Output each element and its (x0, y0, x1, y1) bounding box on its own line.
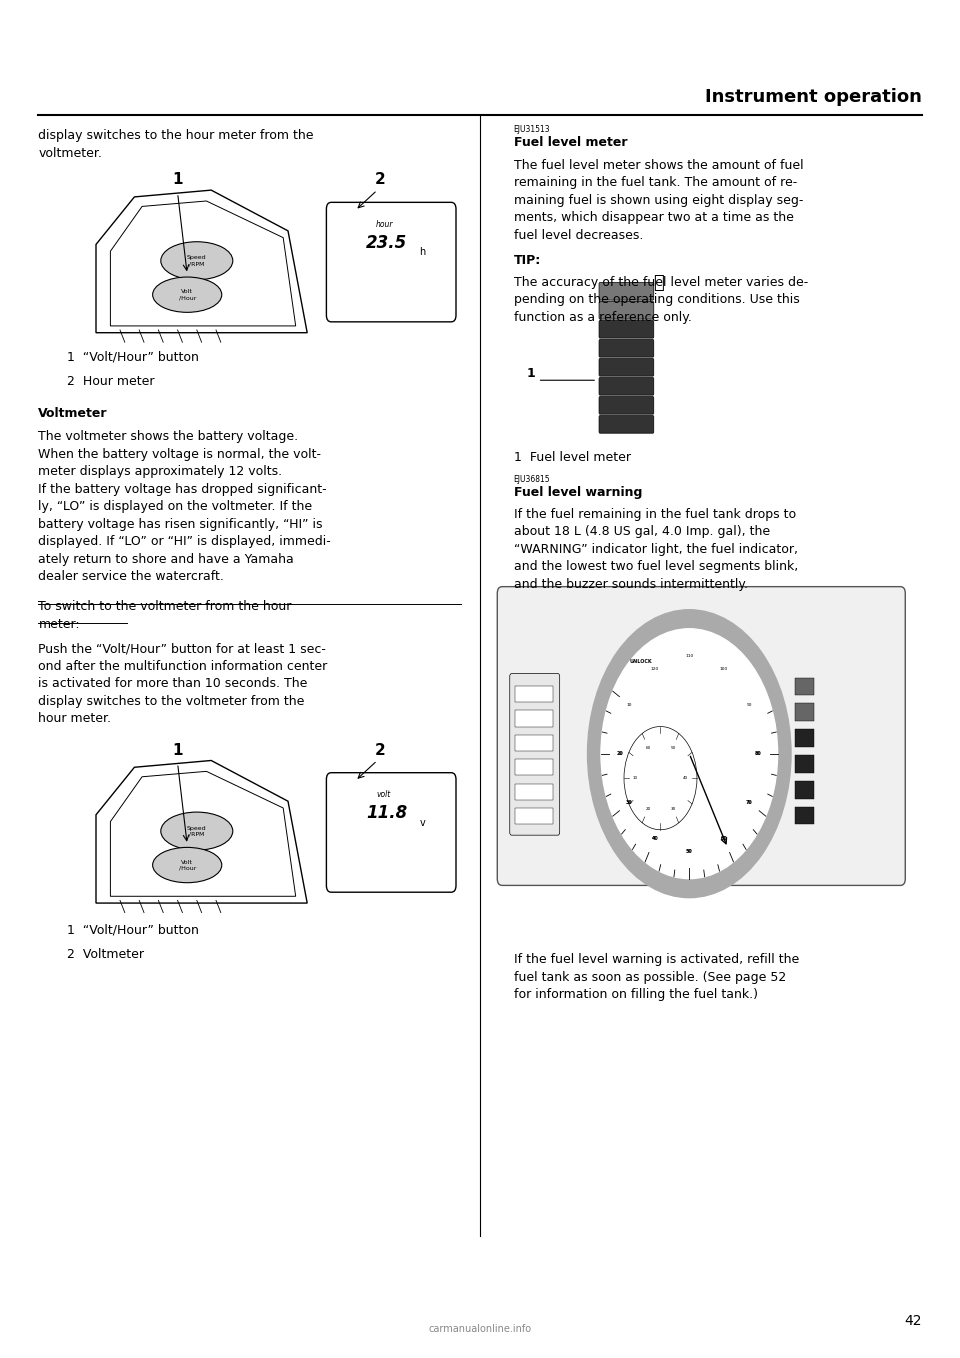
Bar (795, 755, 814, 773)
Text: hour: hour (375, 220, 393, 230)
Text: 70: 70 (746, 801, 752, 804)
Text: To switch to the voltmeter from the hour
meter:: To switch to the voltmeter from the hour… (38, 600, 292, 630)
FancyBboxPatch shape (510, 674, 560, 835)
Text: h: h (420, 247, 426, 257)
Text: ⛽: ⛽ (653, 274, 663, 292)
Text: Fuel level warning: Fuel level warning (514, 486, 642, 500)
Bar (515, 759, 553, 775)
Text: 110: 110 (685, 655, 693, 657)
Ellipse shape (153, 847, 222, 883)
Text: Speed
/RPM: Speed /RPM (187, 255, 206, 266)
Circle shape (601, 629, 778, 879)
Text: volt: volt (377, 790, 391, 800)
Text: The accuracy of the fuel level meter varies de-
pending on the operating conditi: The accuracy of the fuel level meter var… (514, 276, 808, 323)
Text: 42: 42 (904, 1315, 922, 1328)
Text: 20: 20 (645, 807, 651, 811)
Text: Fuel level meter: Fuel level meter (514, 136, 627, 149)
Text: UNLOCK: UNLOCK (630, 659, 653, 664)
Text: v: v (420, 818, 425, 827)
Text: TIP:: TIP: (514, 254, 540, 268)
Text: carmanualonline.info: carmanualonline.info (428, 1324, 532, 1334)
FancyBboxPatch shape (599, 397, 654, 414)
Text: 30: 30 (626, 800, 633, 805)
FancyBboxPatch shape (599, 282, 654, 300)
Text: Instrument operation: Instrument operation (705, 88, 922, 106)
Text: 80: 80 (755, 751, 762, 756)
Text: 10: 10 (627, 703, 633, 706)
Text: If the fuel remaining in the fuel tank drops to
about 18 L (4.8 US gal, 4.0 Imp.: If the fuel remaining in the fuel tank d… (514, 508, 798, 591)
FancyBboxPatch shape (599, 320, 654, 338)
FancyBboxPatch shape (326, 773, 456, 892)
Text: 1: 1 (173, 172, 182, 187)
Bar (515, 735, 553, 751)
Bar (515, 808, 553, 824)
Bar (795, 781, 814, 799)
Bar (795, 729, 814, 747)
Text: EJU36815: EJU36815 (514, 475, 550, 485)
Text: 60: 60 (721, 837, 727, 841)
Ellipse shape (160, 242, 232, 280)
Text: 1: 1 (526, 367, 535, 380)
Text: 100: 100 (720, 667, 728, 671)
Text: 50: 50 (686, 850, 692, 853)
Text: The fuel level meter shows the amount of fuel
remaining in the fuel tank. The am: The fuel level meter shows the amount of… (514, 159, 804, 242)
Text: display switches to the hour meter from the
voltmeter.: display switches to the hour meter from … (38, 129, 314, 160)
Bar (515, 710, 553, 727)
Text: 1: 1 (173, 743, 182, 758)
Text: 40: 40 (652, 837, 658, 841)
Text: Speed
/RPM: Speed /RPM (187, 826, 206, 837)
Text: 60: 60 (645, 746, 651, 750)
Bar (795, 807, 814, 824)
Text: 10: 10 (633, 777, 638, 779)
Text: 2  Hour meter: 2 Hour meter (67, 375, 155, 388)
Text: Voltmeter: Voltmeter (38, 407, 108, 421)
Text: 2  Voltmeter: 2 Voltmeter (67, 948, 144, 961)
Text: 2: 2 (374, 172, 385, 187)
Text: 20: 20 (617, 752, 623, 755)
Text: 40: 40 (683, 777, 688, 779)
Text: The voltmeter shows the battery voltage.
When the battery voltage is normal, the: The voltmeter shows the battery voltage.… (38, 430, 331, 584)
Text: 90: 90 (746, 703, 752, 706)
Circle shape (624, 727, 697, 830)
FancyBboxPatch shape (599, 340, 654, 357)
Text: EJU31513: EJU31513 (514, 125, 550, 134)
Text: 50: 50 (685, 849, 693, 854)
FancyBboxPatch shape (599, 301, 654, 319)
Bar (795, 678, 814, 695)
FancyBboxPatch shape (599, 359, 654, 376)
Text: 70: 70 (746, 800, 753, 805)
Text: 1  “Volt/Hour” button: 1 “Volt/Hour” button (67, 923, 199, 937)
Text: 40: 40 (651, 837, 659, 841)
Bar (795, 703, 814, 721)
FancyBboxPatch shape (599, 378, 654, 395)
Text: 23.5: 23.5 (367, 234, 407, 251)
Text: If the fuel level warning is activated, refill the
fuel tank as soon as possible: If the fuel level warning is activated, … (514, 953, 799, 1001)
FancyBboxPatch shape (497, 587, 905, 885)
Circle shape (588, 610, 791, 898)
Text: 120: 120 (651, 667, 659, 671)
Text: Push the “Volt/Hour” button for at least 1 sec-
ond after the multifunction info: Push the “Volt/Hour” button for at least… (38, 642, 327, 725)
Text: 30: 30 (670, 807, 676, 811)
Bar (515, 686, 553, 702)
Text: 60: 60 (720, 837, 728, 841)
Text: Volt
/Hour: Volt /Hour (179, 860, 196, 870)
Text: 20: 20 (616, 751, 624, 756)
Text: 11.8: 11.8 (367, 804, 407, 822)
Text: 50: 50 (670, 746, 676, 750)
Text: 30: 30 (627, 801, 633, 804)
Text: 80: 80 (756, 752, 761, 755)
FancyBboxPatch shape (599, 416, 654, 433)
FancyBboxPatch shape (326, 202, 456, 322)
Ellipse shape (153, 277, 222, 312)
Text: Volt
/Hour: Volt /Hour (179, 289, 196, 300)
Text: 1  “Volt/Hour” button: 1 “Volt/Hour” button (67, 350, 199, 364)
Ellipse shape (160, 812, 232, 850)
Bar (515, 784, 553, 800)
Text: 2: 2 (374, 743, 385, 758)
Text: 1  Fuel level meter: 1 Fuel level meter (514, 451, 631, 464)
